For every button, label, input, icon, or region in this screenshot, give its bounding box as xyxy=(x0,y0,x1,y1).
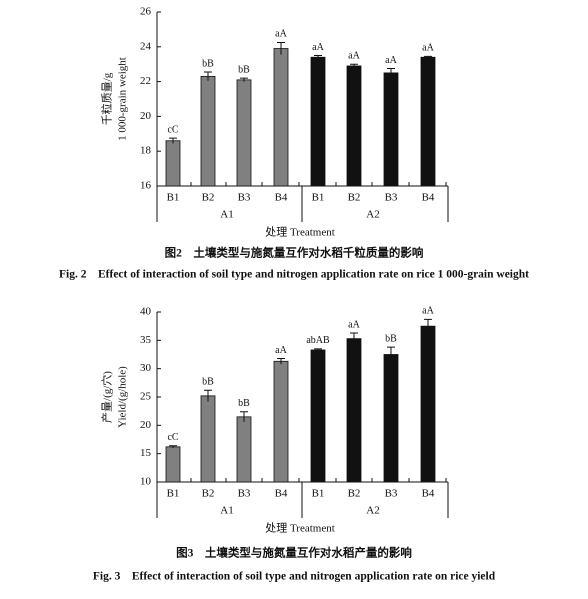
y-tick-label: 25 xyxy=(140,391,152,403)
bar xyxy=(346,65,362,187)
x-tick-label: B3 xyxy=(385,488,398,500)
x-tick-label: B1 xyxy=(167,192,180,204)
y-tick-label: 35 xyxy=(140,334,152,346)
group-label: A1 xyxy=(220,505,233,517)
error-bar xyxy=(350,63,358,68)
significance-letter: aA xyxy=(348,319,360,330)
bar xyxy=(165,140,181,187)
error-bar xyxy=(240,77,248,82)
significance-letter: aA xyxy=(422,306,434,317)
error-bar xyxy=(387,346,395,362)
bar xyxy=(310,349,326,483)
significance-letter: aA xyxy=(422,43,434,54)
group-label: A1 xyxy=(220,209,233,221)
bar xyxy=(273,360,289,483)
error-bar xyxy=(204,71,212,81)
bar xyxy=(200,395,216,483)
bar xyxy=(420,325,436,483)
x-tick-label: B4 xyxy=(275,192,288,204)
error-bar xyxy=(314,348,322,352)
x-tick-label: B4 xyxy=(422,192,435,204)
caption-cn: 图2 土壤类型与施氮量互作对水稻千粒质量的影响 xyxy=(165,246,424,260)
y-axis-label: 产量/(g/穴) xyxy=(100,371,114,423)
error-bar xyxy=(277,357,285,365)
error-bar xyxy=(387,68,395,78)
significance-letter: aA xyxy=(385,55,397,66)
x-tick-label: B3 xyxy=(385,192,398,204)
bar xyxy=(346,338,362,483)
x-tick-label: B2 xyxy=(202,192,215,204)
significance-letter: cC xyxy=(167,432,178,443)
y-tick-label: 20 xyxy=(140,110,152,122)
y-tick-label: 24 xyxy=(140,40,152,52)
y-tick-label: 16 xyxy=(140,180,152,192)
x-tick-label: B3 xyxy=(238,488,251,500)
x-tick-label: B4 xyxy=(422,488,435,500)
y-tick-label: 15 xyxy=(140,447,152,459)
y-tick-label: 18 xyxy=(140,145,152,157)
x-tick-label: B1 xyxy=(312,192,325,204)
y-axis-label: Yield/(g/hole) xyxy=(117,366,129,428)
bar xyxy=(273,48,289,187)
caption-cn: 图3 土壤类型与施氮量互作对水稻产量的影响 xyxy=(176,546,412,560)
significance-letter: cC xyxy=(167,124,178,135)
y-tick-label: 22 xyxy=(140,75,151,87)
bar xyxy=(165,446,181,483)
caption-en: Fig. 3 Effect of interaction of soil typ… xyxy=(93,571,496,583)
y-axis-label: 1 000-grain weight xyxy=(117,57,129,141)
x-tick-label: B2 xyxy=(348,192,361,204)
x-tick-label: B2 xyxy=(348,488,361,500)
y-tick-label: 26 xyxy=(140,6,152,18)
x-tick-label: B1 xyxy=(167,488,180,500)
bar xyxy=(236,416,252,483)
error-bar xyxy=(424,318,432,333)
error-bar xyxy=(169,445,177,448)
x-axis-label: 处理 Treatment xyxy=(265,522,335,535)
significance-letter: abAB xyxy=(306,335,330,346)
significance-letter: bB xyxy=(202,58,214,69)
bar xyxy=(420,56,436,187)
group-label: A2 xyxy=(366,209,379,221)
bar xyxy=(200,75,216,187)
significance-letter: bB xyxy=(385,333,397,344)
error-bar xyxy=(240,411,248,422)
bar xyxy=(310,56,326,187)
x-tick-label: B2 xyxy=(202,488,215,500)
significance-letter: aA xyxy=(275,345,287,356)
error-bar xyxy=(277,41,285,55)
bar xyxy=(383,72,399,187)
y-axis-label: 千粒质量/g xyxy=(100,72,114,125)
bar xyxy=(236,79,252,187)
bar xyxy=(383,354,399,483)
y-tick-label: 30 xyxy=(140,362,152,374)
error-bar xyxy=(424,55,432,59)
x-tick-label: B4 xyxy=(275,488,288,500)
y-tick-label: 40 xyxy=(140,306,152,318)
error-bar xyxy=(350,332,358,345)
error-bar xyxy=(169,137,177,144)
group-label: A2 xyxy=(366,505,379,517)
significance-letter: bB xyxy=(202,376,214,387)
y-tick-label: 10 xyxy=(140,476,152,488)
error-bar xyxy=(314,55,322,59)
error-bar xyxy=(204,389,212,402)
significance-letter: aA xyxy=(312,42,324,53)
caption-en: Fig. 2 Effect of interaction of soil typ… xyxy=(59,269,529,281)
significance-letter: bB xyxy=(238,64,250,75)
y-tick-label: 20 xyxy=(140,419,152,431)
x-axis-label: 处理 Treatment xyxy=(265,226,335,239)
x-tick-label: B1 xyxy=(312,488,325,500)
significance-letter: bB xyxy=(238,398,250,409)
significance-letter: aA xyxy=(348,50,360,61)
x-tick-label: B3 xyxy=(238,192,251,204)
significance-letter: aA xyxy=(275,29,287,40)
